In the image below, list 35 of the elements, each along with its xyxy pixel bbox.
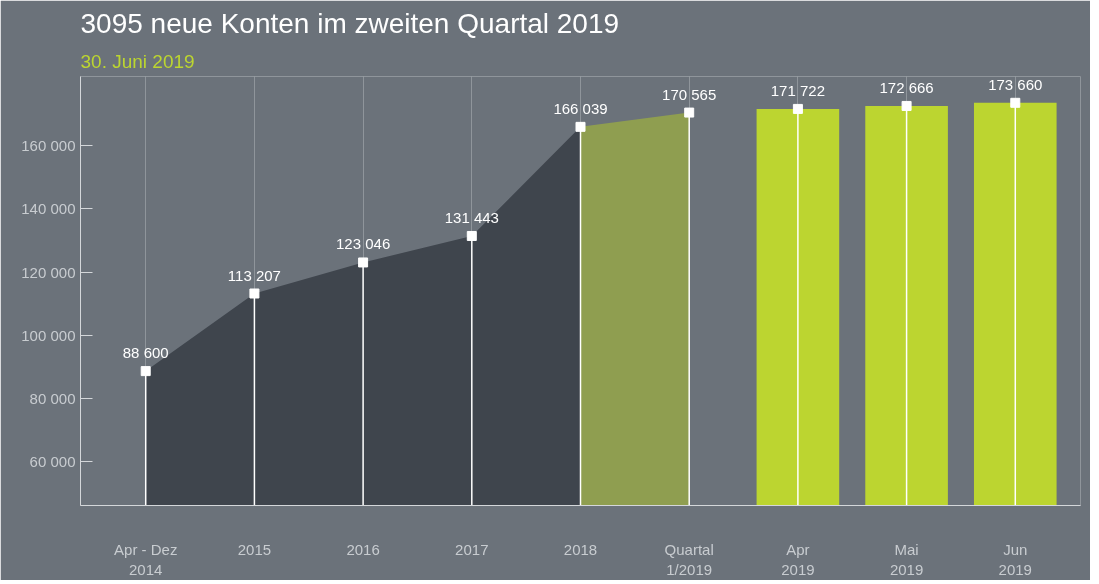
data-label: 113 207 [227,266,281,284]
chart-title: 3095 neue Konten im zweiten Quartal 2019 [80,7,620,39]
data-label: 172 666 [879,78,934,96]
data-label: 131 443 [444,208,499,226]
data-label: 171 722 [770,81,826,99]
x-tick-label: Jun 2019 [998,540,1032,578]
point [358,257,369,268]
y-tick-label: 140 000 [21,200,76,218]
point [901,100,912,111]
y-tick-label: 100 000 [21,326,76,344]
x-tick-label: Mai 2019 [889,540,924,578]
data-label: 173 660 [988,75,1043,93]
point [140,366,151,377]
y-tick-label: 120 000 [21,263,76,281]
chart-subtitle: 30. Juni 2019 [80,50,195,72]
y-tick-label: 80 000 [29,389,76,407]
x-tick-label: 2017 [455,540,489,558]
x-tick-label: 2018 [563,540,598,558]
x-tick-label: 2015 [237,540,272,558]
point [575,121,586,132]
point [1010,97,1021,108]
point [684,107,695,118]
y-tick-label: 60 000 [29,452,76,470]
point [249,288,260,299]
point [466,230,477,241]
x-tick-label: Apr 2019 [781,540,815,578]
x-tick-label: Quartal 1/2019 [664,540,714,578]
y-tick-label: 160 000 [21,137,76,155]
x-tick-label: 2016 [346,540,380,558]
data-label: 170 565 [662,85,717,103]
point [792,103,803,114]
data-label: 88 600 [122,344,169,362]
x-tick-label: Apr - Dez 2014 [114,540,178,578]
data-label: 123 046 [336,235,391,253]
data-label: 166 039 [553,99,608,117]
